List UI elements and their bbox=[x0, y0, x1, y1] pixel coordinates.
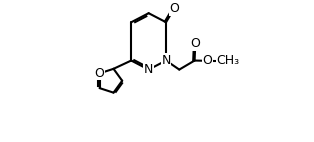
Text: O: O bbox=[95, 67, 105, 80]
Text: O: O bbox=[202, 54, 212, 67]
Text: N: N bbox=[161, 54, 171, 67]
Text: O: O bbox=[169, 2, 179, 15]
Text: N: N bbox=[144, 63, 153, 76]
Text: CH₃: CH₃ bbox=[216, 54, 240, 67]
Text: O: O bbox=[190, 37, 200, 50]
